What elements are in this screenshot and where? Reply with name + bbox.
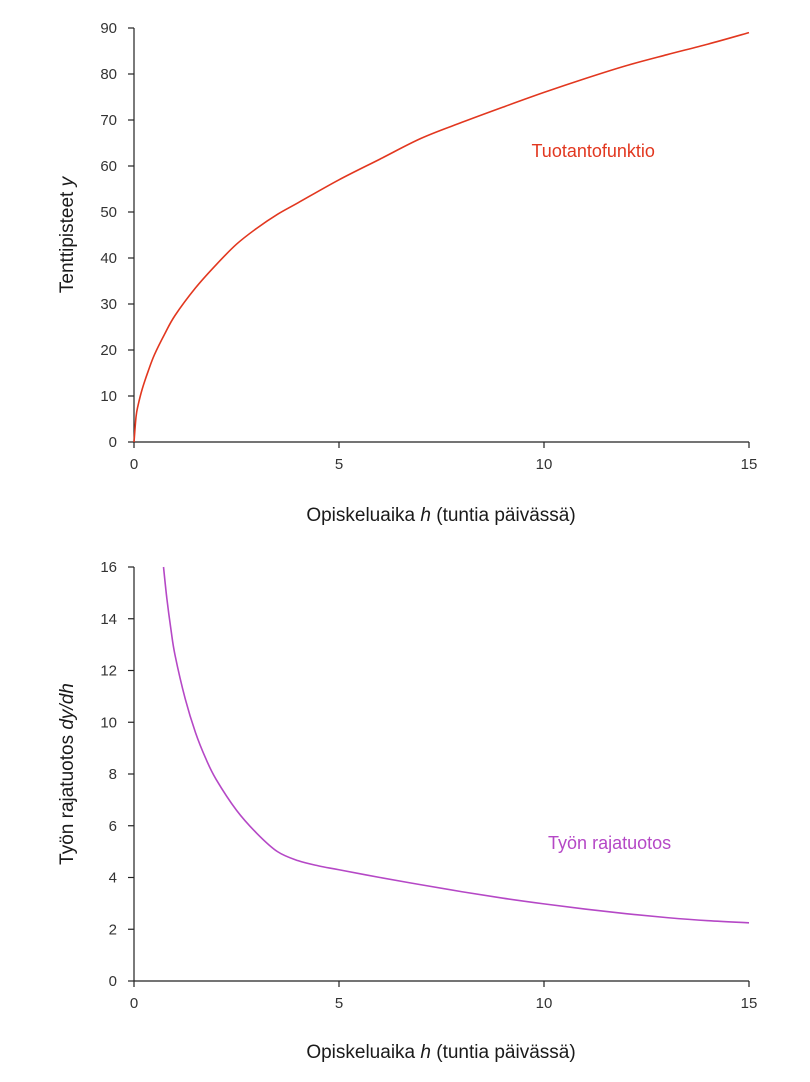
y-tick-label: 80 (100, 66, 117, 83)
x-tick-label: 0 (130, 995, 138, 1012)
y-axis-title-prefix: Tenttipisteet (57, 186, 78, 293)
x-tick-label: 5 (335, 456, 343, 473)
tick-group: 0 5 10 15 0 2 4 6 8 10 12 14 16 (100, 559, 757, 1012)
x-tick-label: 15 (741, 456, 758, 473)
x-tick-label: 10 (536, 995, 553, 1012)
y-axis-title-prefix: Työn rajatuotos (57, 730, 78, 865)
x-axis-title-suffix: (tuntia päivässä) (431, 505, 576, 526)
y-axis-title: Työn rajatuotos dy/dh (57, 683, 78, 865)
y-tick-label: 30 (100, 296, 117, 313)
y-tick-label: 0 (109, 434, 117, 451)
y-tick-label: 10 (100, 714, 117, 731)
x-axis-title-var: h (420, 1042, 431, 1063)
x-axis-title: Opiskeluaika h (tuntia päivässä) (306, 505, 575, 526)
x-tick-label: 5 (335, 995, 343, 1012)
x-axis-title: Opiskeluaika h (tuntia päivässä) (306, 1042, 575, 1063)
y-tick-label: 6 (109, 818, 117, 835)
y-axis-title: Tenttipisteet y (57, 175, 78, 293)
y-tick-label: 70 (100, 112, 117, 129)
y-tick-label: 12 (100, 663, 117, 680)
y-axis-title-var: dy/dh (57, 683, 78, 729)
y-tick-label: 8 (109, 766, 117, 783)
y-tick-label: 4 (109, 870, 117, 887)
y-tick-label: 20 (100, 342, 117, 359)
y-tick-label: 16 (100, 559, 117, 576)
y-axis-title-var: y (57, 175, 78, 188)
series-label-production-function: Tuotantofunktio (531, 141, 654, 161)
y-tick-label: 2 (109, 921, 117, 938)
x-tick-label: 0 (130, 456, 138, 473)
y-tick-label: 90 (100, 20, 117, 37)
x-tick-label: 15 (741, 995, 758, 1012)
y-tick-label: 60 (100, 158, 117, 175)
x-axis-title-prefix: Opiskeluaika (306, 1042, 420, 1063)
x-axis-title-var: h (420, 505, 431, 526)
x-tick-label: 10 (536, 456, 553, 473)
marginal-product-curve (162, 566, 750, 924)
y-tick-label: 50 (100, 204, 117, 221)
y-tick-label: 40 (100, 250, 117, 267)
x-axis-title-prefix: Opiskeluaika (306, 505, 420, 526)
production-function-curve (133, 31, 750, 443)
x-axis-title-suffix: (tuntia päivässä) (431, 1042, 576, 1063)
marginal-product-chart: 0 5 10 15 0 2 4 6 8 10 12 14 16 Työn rajatuotos Opis… (57, 559, 757, 1063)
series-label-marginal-product: Työn rajatuotos (548, 833, 671, 853)
y-tick-label: 0 (109, 973, 117, 990)
production-function-chart: 0 5 10 15 0 10 20 30 40 50 60 70 80 90 Tuotantofunkti… (57, 20, 757, 526)
y-tick-label: 14 (100, 611, 117, 628)
y-tick-label: 10 (100, 388, 117, 405)
tick-group: 0 5 10 15 0 10 20 30 40 50 60 70 80 90 (100, 20, 757, 473)
